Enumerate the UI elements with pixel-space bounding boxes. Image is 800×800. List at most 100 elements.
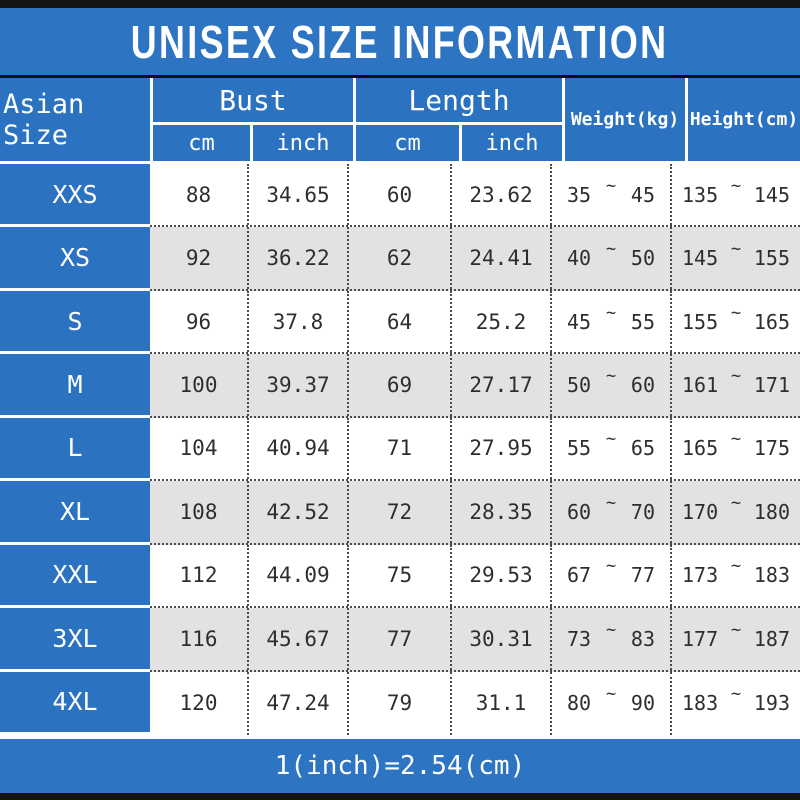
size-label: M xyxy=(0,354,150,418)
bust-inch-value: 39.37 xyxy=(247,354,347,416)
height-min-value: 165 xyxy=(682,436,719,461)
size-label: 3XL xyxy=(0,608,150,672)
size-label: S xyxy=(0,290,150,355)
height-max-value: 180 xyxy=(753,499,790,524)
height-max-value: 187 xyxy=(753,626,790,651)
height-range: 173 ~ 183 xyxy=(670,544,800,607)
height-max-value: 193 xyxy=(753,691,790,716)
tilde-symbol: ~ xyxy=(605,492,617,513)
weight-min-value: 50 xyxy=(567,373,592,398)
weight-min-value: 55 xyxy=(567,436,592,461)
header-length-cm: cm xyxy=(356,125,459,161)
height-range: 161 ~ 171 xyxy=(670,354,800,416)
length-cm-value: 71 xyxy=(347,417,450,480)
row-values: 92 36.22 62 24.41 40 ~ 50 145 ~ 155 xyxy=(150,227,800,291)
bust-inch-value: 37.8 xyxy=(247,290,347,353)
height-min-value: 161 xyxy=(682,373,719,398)
table-row: L 104 40.94 71 27.95 55 ~ 65 165 ~ 175 xyxy=(0,417,800,482)
weight-range: 55 ~ 65 xyxy=(550,417,670,480)
bust-cm-value: 112 xyxy=(179,563,218,588)
footer-gap xyxy=(0,735,800,739)
height-max-value: 175 xyxy=(753,436,790,461)
weight-max-value: 83 xyxy=(630,626,655,651)
tilde-symbol: ~ xyxy=(730,492,742,513)
size-label: L xyxy=(0,417,150,482)
row-values: 104 40.94 71 27.95 55 ~ 65 165 ~ 175 xyxy=(150,417,800,482)
row-values: 112 44.09 75 29.53 67 ~ 77 173 ~ 183 xyxy=(150,544,800,609)
bottom-border-bar xyxy=(0,793,800,800)
height-min-value: 173 xyxy=(682,563,719,588)
weight-max-value: 65 xyxy=(630,436,655,461)
height-min-value: 135 xyxy=(682,182,719,207)
length-cm-value: 64 xyxy=(347,290,450,353)
height-max-value: 165 xyxy=(753,309,790,334)
tilde-symbol: ~ xyxy=(730,684,742,705)
tilde-symbol: ~ xyxy=(605,239,617,260)
table-row: XXS 88 34.65 60 23.62 35 ~ 45 135 ~ 145 xyxy=(0,164,800,228)
height-range: 177 ~ 187 xyxy=(670,608,800,670)
table-row: S 96 37.8 64 25.2 45 ~ 55 155 ~ 165 xyxy=(0,290,800,355)
height-min-value: 155 xyxy=(682,309,719,334)
weight-min-value: 40 xyxy=(567,246,592,271)
weight-min-value: 67 xyxy=(567,563,592,588)
height-min-value: 145 xyxy=(682,246,719,271)
row-values: 108 42.52 72 28.35 60 ~ 70 170 ~ 180 xyxy=(150,481,800,545)
weight-range: 67 ~ 77 xyxy=(550,544,670,607)
height-min-value: 177 xyxy=(682,626,719,651)
length-inch-value: 30.31 xyxy=(450,608,550,670)
weight-range: 40 ~ 50 xyxy=(550,227,670,289)
weight-min-value: 35 xyxy=(567,182,592,207)
tilde-symbol: ~ xyxy=(730,366,742,387)
length-inch-value: 24.41 xyxy=(450,227,550,289)
weight-range: 35 ~ 45 xyxy=(550,164,670,226)
tilde-symbol: ~ xyxy=(730,175,742,196)
table-body: XXS 88 34.65 60 23.62 35 ~ 45 135 ~ 145 … xyxy=(0,164,800,735)
length-inch-value: 25.2 xyxy=(450,290,550,353)
height-min-value: 170 xyxy=(682,499,719,524)
height-range: 183 ~ 193 xyxy=(670,671,800,735)
header-bust-cm: cm xyxy=(153,125,250,161)
height-range: 155 ~ 165 xyxy=(670,290,800,353)
length-cm-value: 72 xyxy=(347,481,450,543)
weight-range: 60 ~ 70 xyxy=(550,481,670,543)
height-range: 170 ~ 180 xyxy=(670,481,800,543)
size-label: XL xyxy=(0,481,150,545)
row-values: 116 45.67 77 30.31 73 ~ 83 177 ~ 187 xyxy=(150,608,800,672)
length-inch-value: 23.62 xyxy=(450,164,550,226)
footer-banner: 1(inch)=2.54(cm) xyxy=(0,739,800,793)
height-max-value: 183 xyxy=(753,563,790,588)
table-row: XXL 112 44.09 75 29.53 67 ~ 77 173 ~ 183 xyxy=(0,544,800,609)
length-inch-value: 27.95 xyxy=(450,417,550,480)
length-inch-value: 28.35 xyxy=(450,481,550,543)
weight-max-value: 70 xyxy=(630,499,655,524)
row-values: 88 34.65 60 23.62 35 ~ 45 135 ~ 145 xyxy=(150,164,800,228)
weight-min-value: 60 xyxy=(567,499,592,524)
length-cm-value: 62 xyxy=(347,227,450,289)
bust-cm-value: 120 xyxy=(179,691,218,716)
height-max-value: 145 xyxy=(753,182,790,207)
size-label: XS xyxy=(0,227,150,291)
row-values: 96 37.8 64 25.2 45 ~ 55 155 ~ 165 xyxy=(150,290,800,355)
weight-min-value: 80 xyxy=(567,691,592,716)
header-length-inch: inch xyxy=(462,125,562,161)
weight-min-value: 45 xyxy=(567,309,592,334)
title-banner: UNISEX SIZE INFORMATION xyxy=(0,8,800,78)
header-weight: Weight(kg) xyxy=(565,78,685,161)
table-row: 4XL 120 47.24 79 31.1 80 ~ 90 183 ~ 193 xyxy=(0,671,800,735)
height-max-value: 155 xyxy=(753,246,790,271)
length-inch-value: 31.1 xyxy=(450,671,550,735)
table-header: Asian Size Bust cm inch Length cm inch W… xyxy=(0,78,800,161)
header-length: Length xyxy=(356,78,562,122)
weight-max-value: 45 xyxy=(630,182,655,207)
tilde-symbol: ~ xyxy=(605,366,617,387)
height-min-value: 183 xyxy=(682,691,719,716)
bust-inch-value: 47.24 xyxy=(247,671,347,735)
length-cm-value: 77 xyxy=(347,608,450,670)
row-values: 100 39.37 69 27.17 50 ~ 60 161 ~ 171 xyxy=(150,354,800,418)
weight-range: 73 ~ 83 xyxy=(550,608,670,670)
length-cm-value: 79 xyxy=(347,671,450,735)
tilde-symbol: ~ xyxy=(730,556,742,577)
tilde-symbol: ~ xyxy=(730,302,742,323)
height-range: 135 ~ 145 xyxy=(670,164,800,226)
weight-max-value: 55 xyxy=(630,309,655,334)
